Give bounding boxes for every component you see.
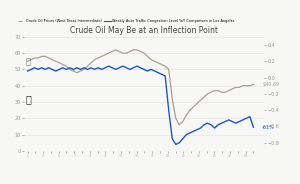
Text: 🛢: 🛢 bbox=[25, 57, 30, 66]
Text: -61%: -61% bbox=[262, 125, 275, 130]
Text: 🚦: 🚦 bbox=[25, 95, 31, 105]
Legend: Crude Oil Prices (West Texas Intermediate), Weekly Auto Traffic Congestion Level: Crude Oil Prices (West Texas Intermediat… bbox=[16, 18, 236, 25]
Title: Crude Oil May Be at an Inflection Point: Crude Oil May Be at an Inflection Point bbox=[70, 26, 218, 35]
Text: $40.69: $40.69 bbox=[262, 82, 279, 87]
